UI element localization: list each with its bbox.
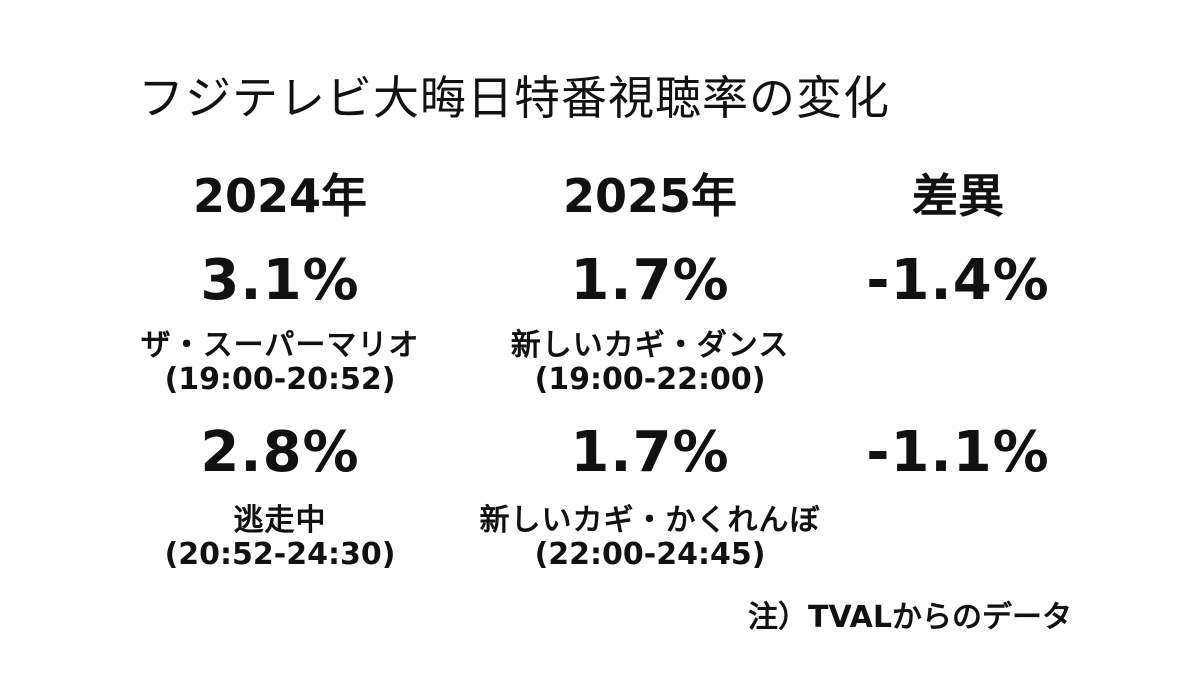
program-2024-row1: ザ・スーパーマリオ [140,328,420,363]
column-header-difference: 差異 [912,169,1004,223]
difference-row2: -1.1% [866,420,1050,485]
timeslot-2025-row2: (22:00-24:45) [534,537,766,572]
timeslot-2024-row2: (20:52-24:30) [164,537,396,572]
timeslot-2024-row1: (19:00-20:52) [164,362,396,397]
column-header-2024: 2024年 [192,169,368,223]
difference-row1: -1.4% [866,248,1050,313]
program-2025-row2: 新しいカギ・かくれんぼ [479,503,821,538]
rating-2025-row1: 1.7% [570,248,730,313]
rating-2024-row1: 3.1% [200,248,360,313]
source-note: 注）TVALからのデータ [748,600,1072,635]
program-2025-row1: 新しいカギ・ダンス [510,328,790,363]
rating-2025-row2: 1.7% [570,420,730,485]
column-header-2025: 2025年 [562,169,738,223]
program-2024-row2: 逃走中 [233,503,327,538]
page-title: フジテレビ大晦日特番視聴率の変化 [138,71,890,125]
rating-2024-row2: 2.8% [200,420,360,485]
timeslot-2025-row1: (19:00-22:00) [534,362,766,397]
